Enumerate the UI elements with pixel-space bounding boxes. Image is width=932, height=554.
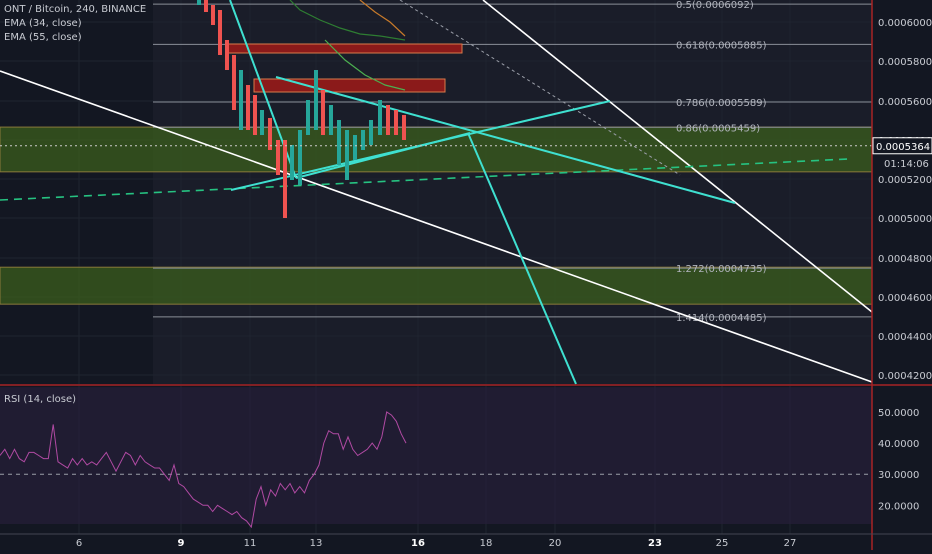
green-dashed-line [0, 158, 849, 201]
countdown-label: 01:14:06 [884, 159, 929, 170]
x-tick-label: 25 [716, 538, 729, 549]
y-tick-label: 0.0005000 [878, 214, 932, 225]
rsi-tick-label: 40.0000 [878, 439, 919, 450]
rsi-tick-label: 50.0000 [878, 408, 919, 419]
ema34-line [289, 0, 406, 41]
lower-support-zone [0, 266, 873, 305]
fib-label: 0.786(0.0005589) [676, 98, 767, 109]
resistance-box [253, 78, 446, 93]
symbol-legend[interactable]: ONT / Bitcoin, 240, BINANCE EMA (34, clo… [4, 3, 146, 45]
x-tick-label: 11 [244, 538, 257, 549]
y-tick-label: 0.0004400 [878, 332, 932, 343]
y-tick-label: 0.0005600 [878, 97, 932, 108]
fib-label: 1.272(0.0004735) [676, 264, 767, 275]
upper-support-zone [0, 126, 873, 173]
fib-label: 0.86(0.0005459) [676, 123, 760, 134]
ema55-legend[interactable]: EMA (55, close) [4, 32, 82, 43]
fib-label: 0.5(0.0006092) [676, 0, 754, 11]
fib-levels: 0.5(0.0006092) 0.618(0.0005885) 0.786(0.00… [153, 0, 872, 324]
zones [0, 126, 873, 305]
x-tick-label: 16 [411, 538, 425, 549]
symbol-title[interactable]: ONT / Bitcoin, 240, BINANCE [4, 4, 147, 15]
cyan-trendline [275, 76, 736, 204]
x-tick-label: 13 [310, 538, 323, 549]
x-tick-label: 6 [76, 538, 82, 549]
x-tick-label: 20 [549, 538, 562, 549]
current-price-box [872, 137, 932, 155]
drawings[interactable] [0, 0, 873, 385]
rsi-legend[interactable]: RSI (14, close) [4, 394, 77, 405]
ema55-line [359, 0, 406, 37]
dashed-trendline [399, 0, 681, 176]
y-tick-label: 0.0004200 [878, 371, 932, 382]
rsi-line [0, 411, 407, 529]
current-price-label: 0.0005364 [876, 142, 930, 153]
white-trendline [482, 0, 873, 313]
y-tick-label: 0.0004800 [878, 254, 932, 265]
resistance-box [225, 43, 463, 54]
price-pane-highlight [153, 0, 872, 384]
y-tick-label: 0.0006000 [878, 18, 932, 29]
candles [0, 0, 872, 218]
y-tick-label: 0.0004600 [878, 293, 932, 304]
rsi-indicator [0, 387, 872, 529]
ema34-legend[interactable]: EMA (34, close) [4, 18, 82, 29]
y-tick-label: 0.0005800 [878, 57, 932, 68]
rsi-band [0, 387, 872, 524]
cyan-trendline [467, 132, 577, 385]
white-trendline [0, 70, 873, 383]
rsi-tick-label: 30.0000 [878, 470, 919, 481]
x-tick-label: 18 [480, 538, 493, 549]
fib-label: 1.414(0.0004485) [676, 313, 767, 324]
x-tick-label: 9 [178, 538, 185, 549]
ema34-line [324, 39, 406, 91]
fib-label: 0.618(0.0005885) [676, 40, 767, 51]
x-tick-label: 23 [648, 538, 662, 549]
y-tick-label: 0.0005200 [878, 175, 932, 186]
x-tick-label: 27 [784, 538, 797, 549]
rsi-tick-label: 20.0000 [878, 501, 919, 512]
